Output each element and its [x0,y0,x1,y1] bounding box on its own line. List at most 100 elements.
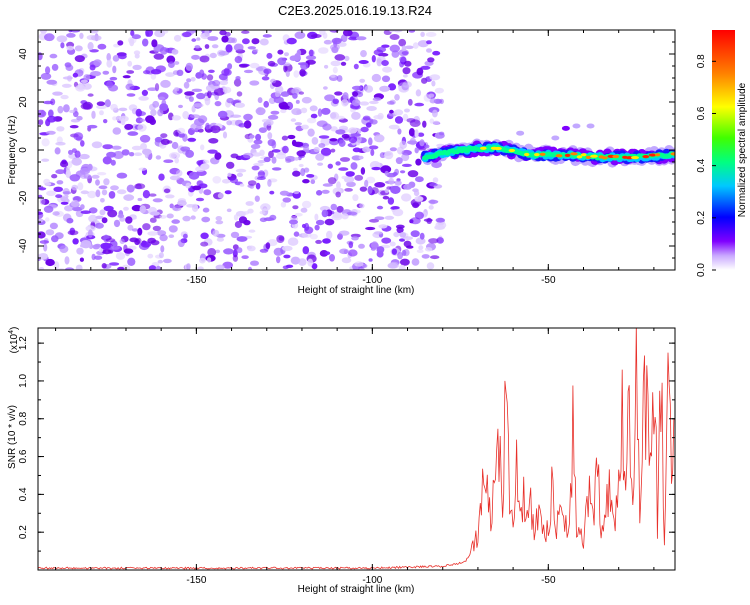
spectrogram-noise-blob [199,55,210,63]
spectrogram-noise-blob [142,223,151,231]
spectrogram-noise-blob [344,55,350,62]
spectrogram-noise-blob [321,209,329,218]
spectrogram-noise-blob [281,135,288,141]
spectrogram-noise-blob [393,30,403,33]
spectrogram-noise-blob [44,33,55,42]
spectrogram-noise-blob [51,174,58,179]
spectrogram-noise-blob [55,169,66,175]
spectrogram-noise-blob [393,109,404,116]
spectrogram-noise-blob [131,228,139,232]
spectrogram-noise-blob [251,165,260,171]
spectrogram-noise-blob [56,126,65,132]
spectrogram-noise-blob [247,180,257,186]
colorbar-tick-label: 0.8 [696,54,707,68]
spectrogram-noise-blob [39,198,46,205]
spectrogram-noise-blob [330,112,337,119]
spectrogram-noise-blob [409,137,417,146]
spectrogram-noise-blob [108,84,119,92]
spectrogram-noise-blob [378,224,388,229]
spectrogram-peak-blob [580,153,587,157]
spectrogram-noise-blob [196,37,201,41]
colorbar-tick-label: 0.2 [696,210,707,224]
spectrogram-noise-blob [204,97,211,106]
spectrogram-noise-blob [295,99,300,104]
spectrogram-noise-blob [265,242,271,250]
spectrogram-noise-blob [60,94,69,100]
spectrogram-noise-blob [303,145,310,153]
spectrogram-noise-blob [395,224,405,229]
spectrogram-noise-blob [119,238,125,245]
spectrogram-noise-blob [327,163,333,169]
spectrogram-noise-blob [60,160,69,168]
spectrogram-noise-blob [432,177,439,183]
spectrogram-noise-blob [80,79,88,84]
spectrogram-noise-blob [292,170,301,177]
spectrogram-noise-blob [351,111,361,120]
spectrogram-noise-blob [106,59,113,68]
spectrogram-noise-blob [102,144,113,150]
spectrogram-side-blob [586,123,595,129]
spectrogram-noise-blob [204,44,210,49]
spectrogram-noise-blob [242,152,254,159]
spectrogram-noise-blob [89,30,99,34]
spectrogram-noise-blob [171,141,179,150]
spectrogram-noise-blob [74,150,81,158]
spectrogram-noise-blob [134,238,141,246]
spectrogram-noise-blob [71,184,78,191]
spectrogram-noise-blob [233,78,242,87]
spectrogram-noise-blob [309,233,318,240]
colorbar-label: Normalized spectral amplitude [737,82,748,217]
spectrogram-noise-blob [292,92,298,99]
spectrogram-noise-blob [243,219,251,226]
spectrogram-noise-blob [104,99,111,108]
spectrogram-noise-blob [159,234,168,242]
spectrogram-noise-blob [103,119,108,124]
spectrogram-noise-blob [393,231,400,238]
spectrogram-noise-blob [217,110,228,118]
spectrogram-noise-blob [95,189,101,198]
spectrogram-noise-blob [230,114,242,118]
spectrogram-noise-blob [356,135,362,144]
spectrogram-noise-blob [304,226,314,234]
spectrogram-noise-blob [381,75,391,83]
spectrogram-noise-blob [148,193,157,197]
spectrogram-noise-blob [287,237,299,246]
spectrogram-noise-blob [123,244,128,253]
spectrogram-noise-blob [186,78,192,83]
spectrogram-noise-blob [222,131,228,139]
spectrogram-noise-blob [416,249,424,253]
spectrogram-noise-blob [224,190,232,195]
spectrogram-noise-blob [301,223,307,229]
spectrogram-noise-blob [300,62,309,70]
spectrogram-noise-blob [188,171,200,180]
spectrogram-noise-blob [155,65,166,73]
spectrogram-noise-blob [126,70,135,74]
spectrogram-peak-blob [642,155,650,159]
spectrogram-noise-blob [247,46,256,50]
spectrogram-noise-blob [387,197,395,205]
spectrogram-noise-blob [309,105,318,112]
spectrogram-noise-blob [177,200,187,207]
spectrogram-noise-blob [80,240,92,249]
spectrogram-noise-blob [192,103,204,108]
snr-x-tick-label: -150 [186,575,206,586]
spectrogram-noise-blob [106,53,111,62]
spectrogram-noise-blob [314,224,320,231]
spectrogram-noise-blob [183,81,190,89]
spectrogram-noise-blob [339,157,351,162]
spectrogram-noise-blob [200,241,209,247]
spectrogram-noise-blob [221,35,229,43]
spectrogram-noise-blob [332,66,338,74]
spectrogram-noise-blob [212,229,220,237]
spectrogram-noise-blob [124,123,134,130]
spectrogram-noise-blob [279,190,290,196]
colorbar-tick-label: 0.6 [696,106,707,120]
spectrogram-noise-blob [401,163,412,167]
spectrogram-noise-blob [409,119,421,127]
spectrogram-noise-blob [364,85,374,93]
spectrogram-noise-blob [317,162,324,166]
spectrogram-noise-blob [389,30,395,33]
spectrogram-noise-blob [208,69,215,74]
spectrogram-noise-blob [400,258,410,266]
spectrogram-noise-blob [285,155,296,162]
